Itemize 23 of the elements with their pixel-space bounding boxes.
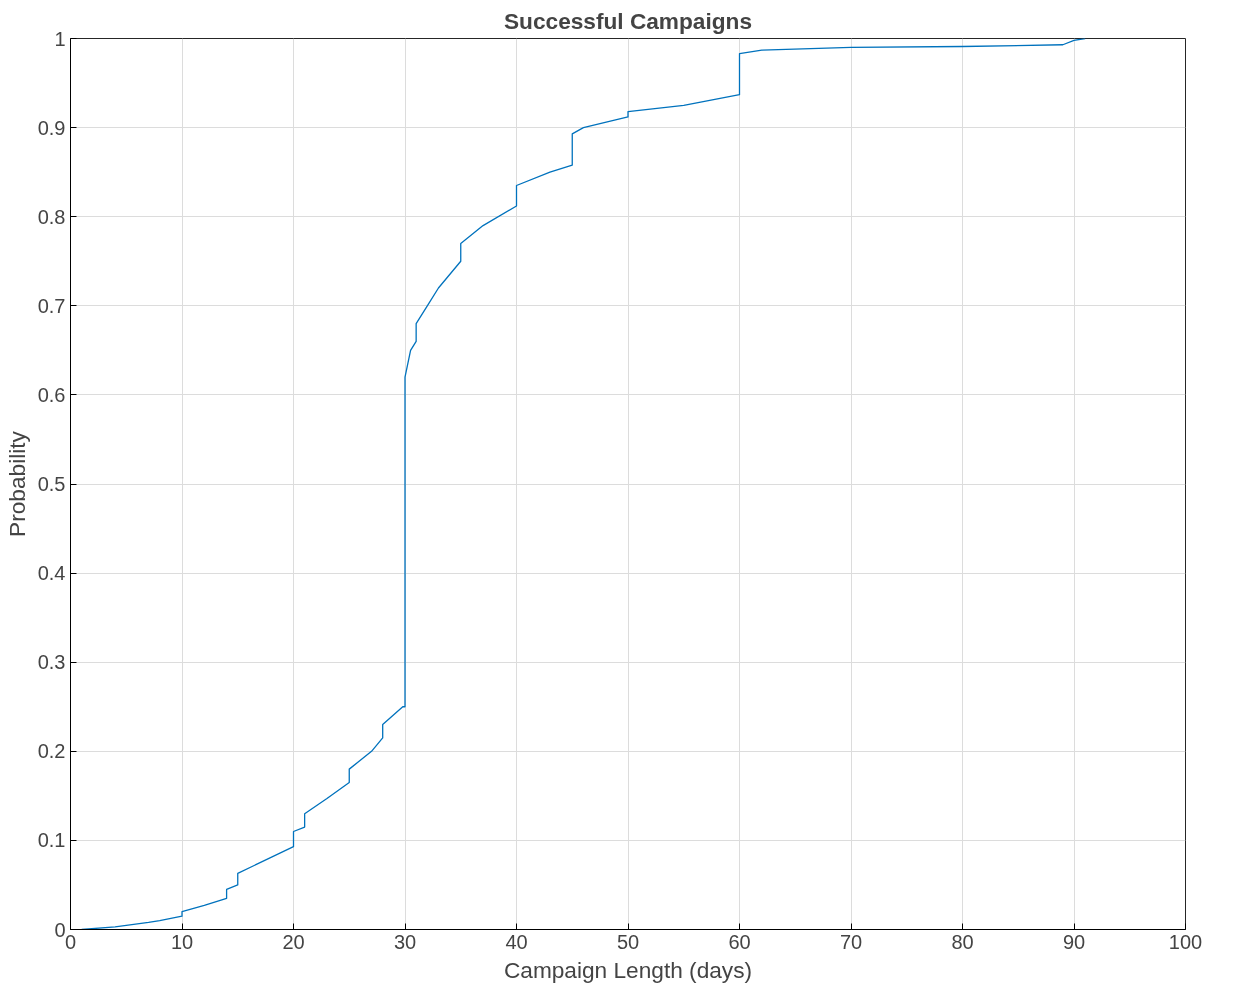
- x-tick-label: 10: [170, 930, 194, 953]
- chart-title: Successful Campaigns: [503, 7, 753, 34]
- y-tick-label: 0.8: [37, 205, 66, 228]
- x-tick-label: 90: [1062, 930, 1086, 953]
- x-tick-label: 60: [728, 930, 751, 953]
- y-tick-label: 0.7: [37, 294, 66, 317]
- y-tick-label: 1: [54, 27, 66, 50]
- x-tick-label: 30: [393, 930, 417, 953]
- x-tick-label: 50: [616, 930, 640, 953]
- y-tick-label: 0.4: [37, 562, 66, 585]
- y-tick-label: 0.9: [37, 116, 66, 139]
- x-tick-label: 40: [505, 930, 528, 953]
- x-tick-label: 100: [1168, 930, 1203, 953]
- y-tick-label: 0.5: [37, 473, 66, 495]
- y-axis-title: Probability: [3, 430, 30, 537]
- x-tick-label: 80: [951, 930, 974, 953]
- y-tick-label: 0.1: [37, 829, 66, 852]
- y-tick-label: 0.2: [37, 740, 66, 763]
- x-tick-label: 70: [839, 930, 863, 953]
- x-tick-label: 20: [282, 930, 305, 953]
- y-tick-label: 0.3: [37, 651, 66, 674]
- y-tick-label: 0.6: [37, 383, 66, 406]
- x-axis-title: Campaign Length (days): [503, 956, 753, 983]
